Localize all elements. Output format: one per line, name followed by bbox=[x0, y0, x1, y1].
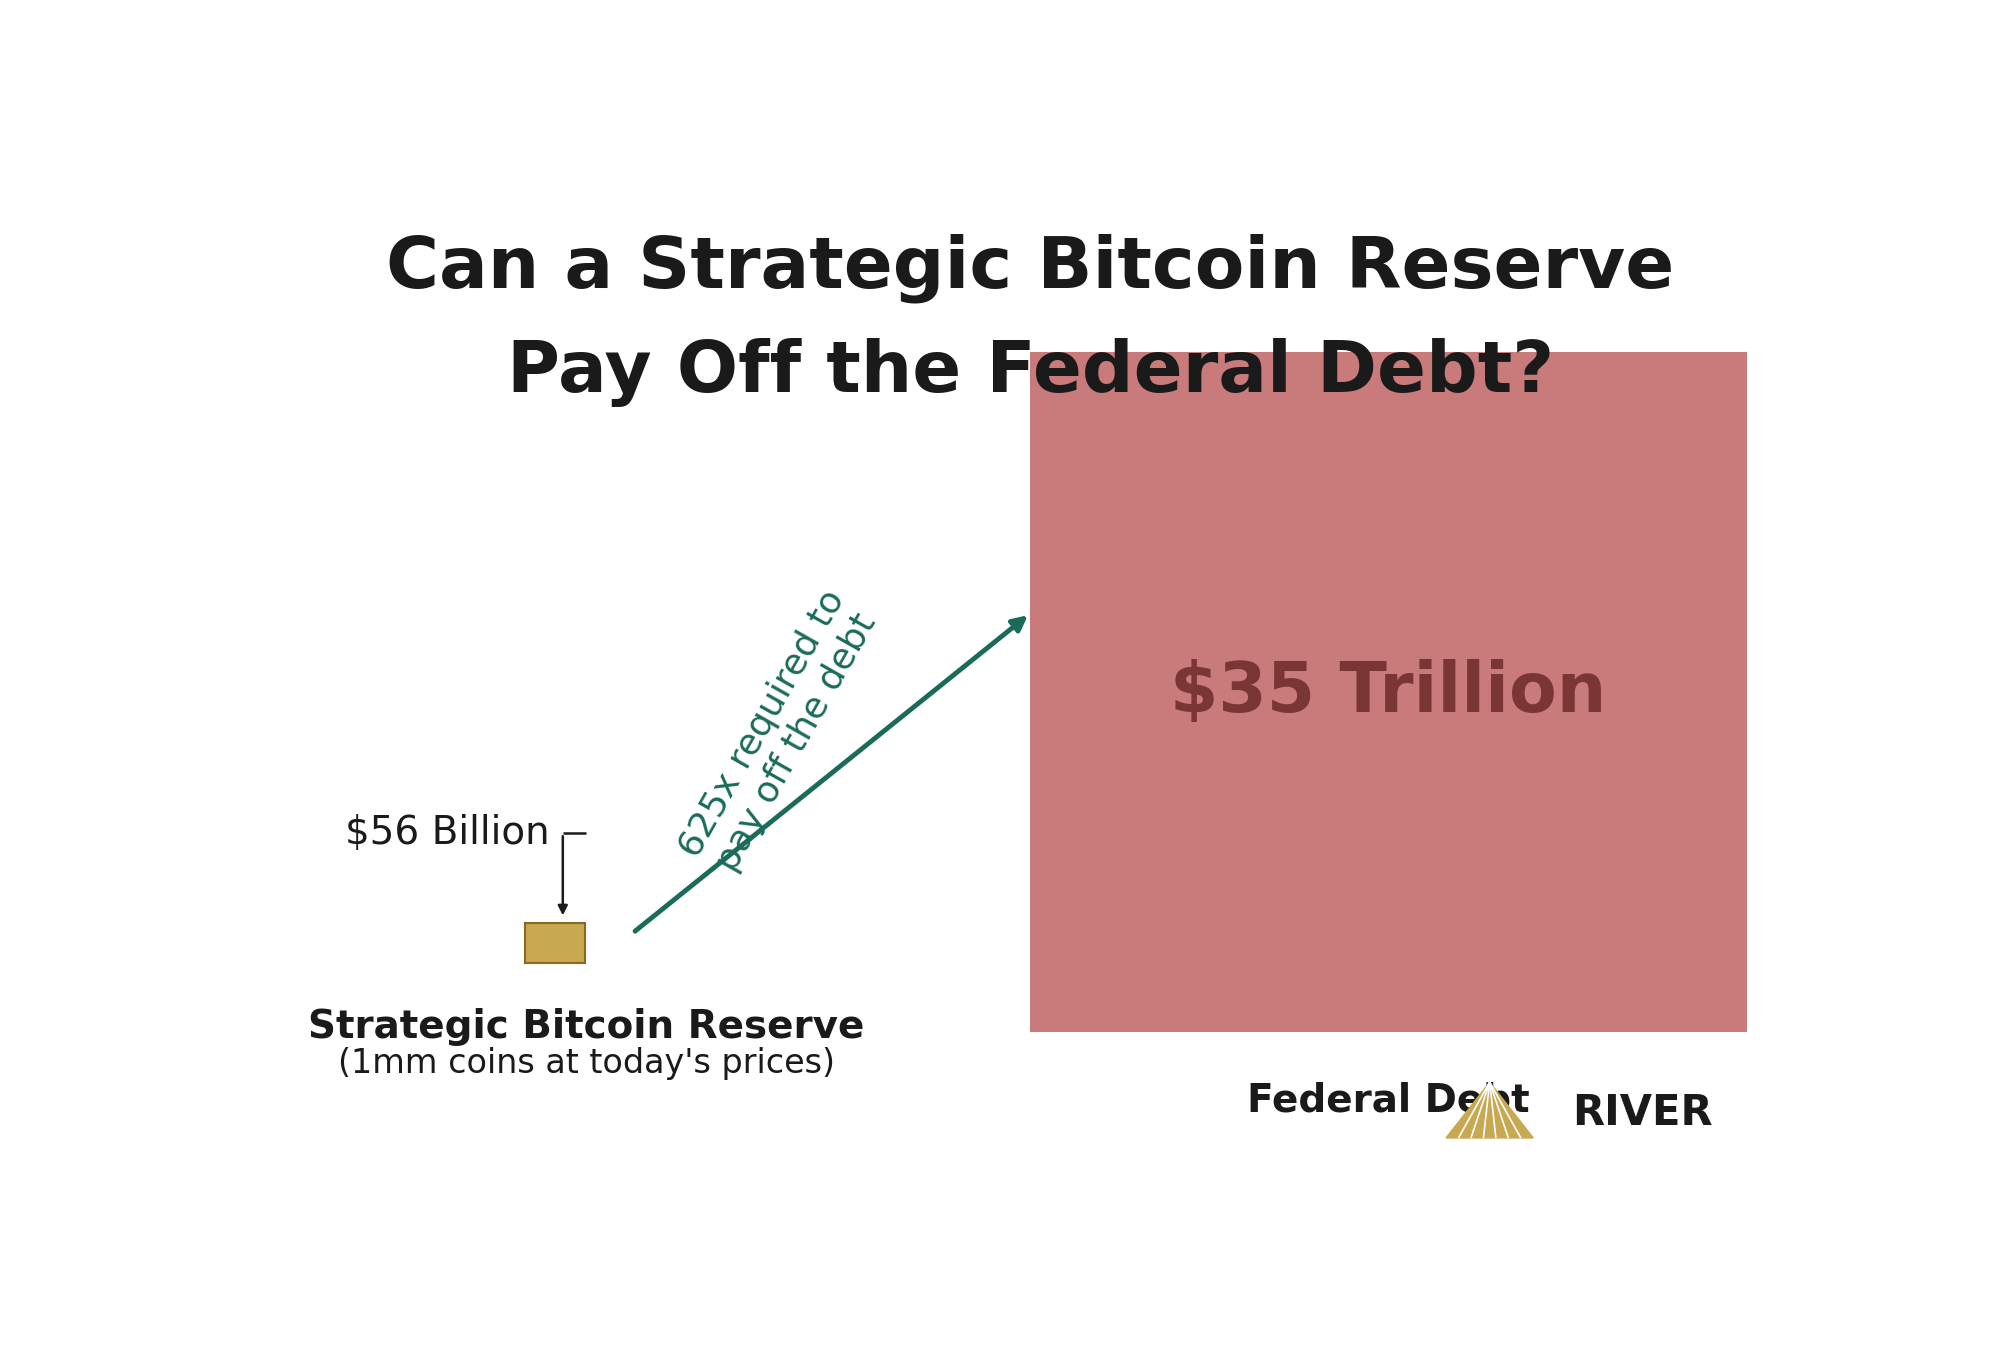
Text: $35 Trillion: $35 Trillion bbox=[1170, 658, 1606, 725]
Text: Federal Debt: Federal Debt bbox=[1246, 1081, 1530, 1119]
Bar bbox=[525, 923, 585, 963]
Text: Can a Strategic Bitcoin Reserve: Can a Strategic Bitcoin Reserve bbox=[386, 233, 1674, 303]
Text: Pay Off the Federal Debt?: Pay Off the Federal Debt? bbox=[507, 339, 1554, 407]
Polygon shape bbox=[1445, 1083, 1534, 1138]
Text: $56 Billion: $56 Billion bbox=[346, 815, 549, 853]
Bar bbox=[1031, 352, 1747, 1032]
Text: 625x required to
pay off the debt: 625x required to pay off the debt bbox=[673, 585, 886, 883]
Text: (1mm coins at today's prices): (1mm coins at today's prices) bbox=[338, 1047, 834, 1080]
Text: RIVER: RIVER bbox=[1572, 1092, 1713, 1134]
Text: Strategic Bitcoin Reserve: Strategic Bitcoin Reserve bbox=[308, 1008, 864, 1046]
